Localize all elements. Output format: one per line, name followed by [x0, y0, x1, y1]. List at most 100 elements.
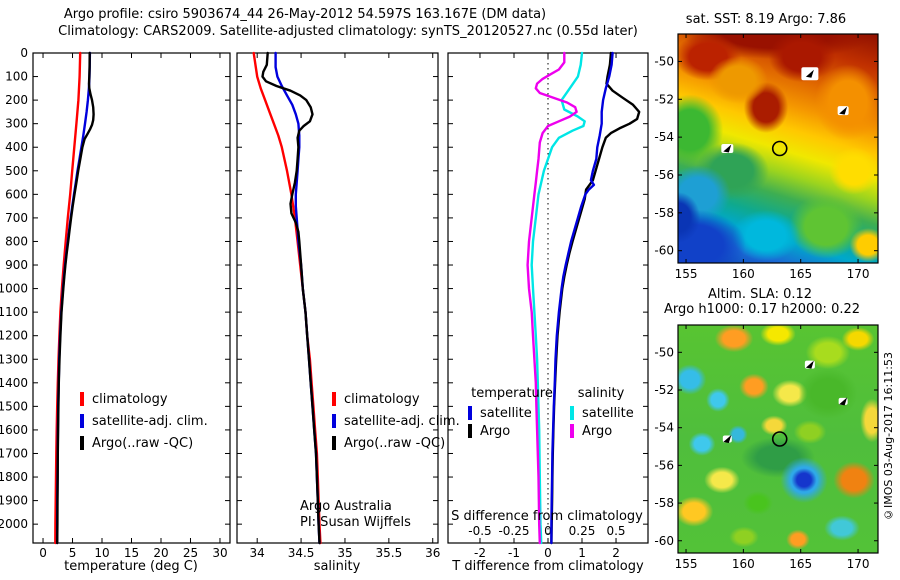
sla-map-title-line1: Altim. SLA: 0.12 — [707, 287, 813, 302]
attribution-line2: PI: Susan Wijffels — [300, 515, 411, 530]
sst-map-title: sat. SST: 8.19 Argo: 7.86 — [685, 12, 847, 27]
clim-temp-curve — [54, 51, 82, 545]
figure-title: Argo profile: csiro 5903674_44 26-May-20… — [63, 7, 547, 22]
attribution: Argo Australia PI: Susan Wijffels — [300, 499, 411, 531]
legend-item-satellite: satellite-adj. clim. — [80, 410, 208, 432]
legend-temperature: climatology satellite-adj. clim. Argo(..… — [80, 388, 208, 454]
tick-label: 500 — [5, 164, 28, 178]
legend-item-climatology: climatology — [80, 388, 208, 410]
tick-label: -58 — [654, 496, 674, 510]
climatology-swatch — [80, 392, 84, 406]
tick-label: -56 — [654, 168, 674, 182]
tick-label: -60 — [654, 244, 674, 258]
tick-label: 0 — [544, 524, 552, 538]
argo-swatch — [468, 424, 472, 438]
tick-label: 34 — [250, 546, 265, 560]
tick-label: 1800 — [0, 470, 28, 484]
tick-label: 36 — [425, 546, 440, 560]
tick-label: 800 — [5, 234, 28, 248]
tick-label: 600 — [5, 187, 28, 201]
tick-label: 1600 — [0, 423, 28, 437]
map-color-feature — [803, 51, 878, 155]
tick-label: 35.5 — [375, 546, 402, 560]
map-color-feature — [702, 384, 734, 417]
clim-sal-curve — [252, 51, 322, 545]
tick-label: 900 — [5, 258, 28, 272]
map-color-feature — [738, 486, 778, 519]
tick-label: 35 — [337, 546, 352, 560]
tick-label: -52 — [654, 383, 674, 397]
temperature-axis-label: temperature (deg C) — [64, 559, 198, 574]
tick-label: 30 — [212, 546, 227, 560]
tick-label: 1400 — [0, 376, 28, 390]
argo-tdiff-curve — [550, 51, 641, 545]
tick-label: 160 — [732, 557, 755, 571]
tick-label: -1 — [508, 546, 520, 560]
legend-item-label: Argo — [480, 423, 511, 439]
legend-item-label: Argo — [582, 423, 613, 439]
map-color-feature — [754, 325, 802, 351]
cyan-swatch — [570, 406, 574, 420]
map-color-feature — [678, 491, 720, 533]
tick-label: 400 — [5, 140, 28, 154]
legend-s-diff: satellite Argo — [570, 404, 634, 440]
tick-label: 1900 — [0, 494, 28, 508]
legend-item-argo: Argo — [468, 422, 532, 440]
tick-label: 1200 — [0, 329, 28, 343]
tick-label: -54 — [654, 130, 674, 144]
tick-label: 25 — [183, 546, 198, 560]
tick-label: -60 — [654, 534, 674, 548]
difference-panel-box — [447, 52, 649, 544]
legend-item-label: climatology — [92, 391, 168, 407]
legend-item-label: satellite — [480, 405, 532, 421]
argo-sal-curve — [261, 51, 321, 545]
sat-temp-curve — [55, 51, 92, 545]
argo-sdiff-curve — [526, 51, 578, 545]
salinity-panel-box — [236, 52, 439, 544]
tick-label: 100 — [5, 70, 28, 84]
tick-label: 1700 — [0, 446, 28, 460]
tick-label: 170 — [847, 267, 870, 281]
tick-label: 1300 — [0, 352, 28, 366]
tick-label: 155 — [675, 557, 698, 571]
argo-swatch — [80, 436, 84, 450]
legend-item-label: Argo(..raw -QC) — [92, 435, 194, 451]
tick-label: -50 — [654, 345, 674, 359]
s-difference-axis-label: S difference from climatology — [451, 509, 643, 524]
satellite-swatch — [332, 414, 336, 428]
salinity-axis-label: salinity — [313, 559, 361, 574]
sat-tdiff-curve — [550, 51, 614, 545]
tick-label: 0 — [544, 546, 552, 560]
legend-item-satellite: satellite — [570, 404, 634, 422]
tick-label: 0.25 — [569, 524, 596, 538]
argo-temp-curve — [56, 51, 95, 545]
legend-item-label: satellite-adj. clim. — [344, 413, 460, 429]
map-color-feature — [856, 391, 878, 451]
tick-label: 1 — [578, 546, 586, 560]
tick-label: 0.5 — [606, 524, 625, 538]
map-color-feature — [708, 325, 760, 357]
tick-label: 10 — [94, 546, 109, 560]
tick-label: 2 — [612, 546, 620, 560]
sla-map — [678, 325, 878, 553]
tick-label: 1100 — [0, 305, 28, 319]
tick-label: 165 — [789, 557, 812, 571]
tick-label: 34.5 — [288, 546, 315, 560]
tick-label: 700 — [5, 211, 28, 225]
map-color-feature — [782, 525, 814, 553]
legend-item-satellite: satellite-adj. clim. — [332, 410, 460, 432]
tick-label: 170 — [847, 557, 870, 571]
tick-label: 1000 — [0, 282, 28, 296]
tick-label: 0 — [39, 546, 47, 560]
tick-label: 20 — [153, 546, 168, 560]
tick-label: 155 — [675, 267, 698, 281]
legend-item-argo: Argo — [570, 422, 634, 440]
map-color-feature — [684, 427, 720, 460]
tick-label: -50 — [654, 54, 674, 68]
argo-swatch — [332, 436, 336, 450]
legend-item-satellite: satellite — [468, 404, 532, 422]
tick-label: -58 — [654, 206, 674, 220]
tick-label: -56 — [654, 458, 674, 472]
figure-subtitle: Climatology: CARS2009. Satellite-adjuste… — [58, 24, 638, 39]
